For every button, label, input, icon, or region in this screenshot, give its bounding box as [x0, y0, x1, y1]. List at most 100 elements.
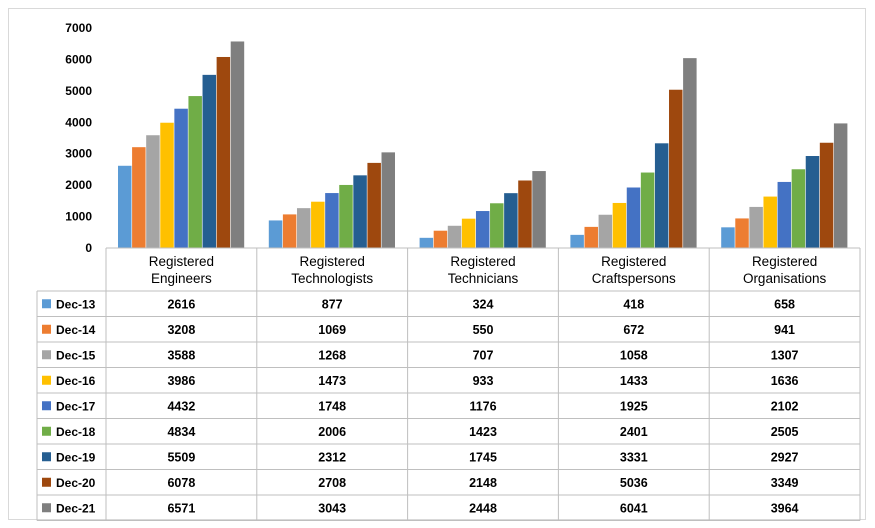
table-cell-value: 1069	[318, 323, 346, 337]
table-cell-value: 3043	[318, 501, 346, 515]
category-label: Registered	[601, 254, 666, 269]
table-cell-value: 658	[774, 297, 795, 311]
bar-dec-17	[174, 108, 188, 249]
bar-dec-16	[612, 202, 627, 248]
table-cell-value: 1925	[620, 399, 648, 413]
bar-dec-20	[669, 89, 683, 248]
series-label: Dec-15	[56, 348, 96, 362]
bar-dec-19	[654, 143, 669, 248]
legend-key-dec-14	[42, 324, 51, 334]
bar-dec-16	[461, 218, 476, 248]
table-cell-value: 5509	[167, 450, 195, 464]
table-cell-value: 1176	[469, 399, 496, 413]
table-cell-value: 2616	[167, 297, 195, 311]
category-label: Organisations	[743, 271, 827, 286]
table-cell-value: 3331	[620, 450, 648, 464]
bar-dec-18	[791, 169, 806, 248]
series-label: Dec-18	[56, 425, 96, 439]
table-cell-value: 2006	[318, 425, 346, 439]
table-cell-value: 1636	[771, 374, 799, 388]
category-label: Registered	[752, 254, 817, 269]
legend-key-dec-21	[42, 503, 51, 513]
bar-dec-20	[819, 142, 834, 248]
table-cell-value: 2401	[620, 425, 648, 439]
category-label: Engineers	[151, 271, 212, 286]
chart-frame	[8, 8, 866, 520]
bar-dec-20	[518, 180, 532, 248]
y-tick-label: 1000	[65, 210, 92, 224]
table-cell-value: 2927	[771, 450, 799, 464]
bar-dec-13	[268, 220, 283, 248]
table-cell-value: 1058	[620, 348, 648, 362]
bar-dec-21	[683, 58, 697, 248]
bar-dec-13	[570, 234, 584, 248]
table-cell-value: 1473	[318, 374, 346, 388]
bar-dec-16	[763, 196, 777, 248]
table-cell-value: 2708	[318, 476, 346, 490]
table-cell-value: 941	[774, 323, 795, 337]
table-cell-value: 2312	[318, 450, 346, 464]
table-cell-value: 1268	[318, 348, 346, 362]
bar-dec-18	[640, 172, 655, 248]
category-label: Registered	[149, 254, 214, 269]
table-cell-value: 877	[322, 297, 343, 311]
legend-key-dec-20	[42, 477, 51, 487]
bar-dec-15	[598, 214, 613, 248]
bar-dec-13	[721, 227, 735, 248]
table-cell-value: 324	[473, 297, 494, 311]
table-cell-value: 6078	[167, 476, 195, 490]
bar-dec-15	[447, 225, 462, 248]
table-cell-value: 1745	[469, 450, 497, 464]
bar-dec-13	[118, 165, 132, 248]
bar-dec-15	[749, 206, 763, 248]
category-label: Craftspersons	[592, 271, 676, 286]
bar-dec-17	[475, 211, 490, 248]
table-cell-value: 3208	[167, 323, 195, 337]
bar-dec-14	[282, 214, 297, 248]
table-cell-value: 4432	[167, 399, 195, 413]
legend-key-dec-13	[42, 299, 51, 309]
y-tick-label: 0	[85, 241, 92, 255]
legend-key-dec-17	[42, 401, 51, 411]
bar-dec-13	[419, 237, 434, 248]
table-cell-value: 2102	[771, 399, 799, 413]
category-label: Registered	[450, 254, 515, 269]
bar-dec-18	[339, 184, 353, 248]
bar-dec-21	[230, 41, 245, 249]
bar-dec-17	[626, 187, 641, 248]
bar-dec-20	[216, 56, 231, 249]
bar-dec-14	[433, 230, 448, 248]
bar-dec-17	[777, 181, 792, 248]
table-cell-value: 1748	[318, 399, 346, 413]
bar-dec-15	[146, 135, 160, 248]
series-label: Dec-21	[56, 501, 96, 515]
table-cell-value: 672	[623, 323, 644, 337]
legend-key-dec-15	[42, 350, 51, 360]
table-cell-value: 418	[623, 297, 644, 311]
table-cell-value: 3964	[771, 501, 799, 515]
y-tick-label: 6000	[65, 52, 92, 66]
bar-dec-14	[584, 226, 598, 248]
bar-dec-19	[504, 193, 518, 248]
bar-dec-18	[490, 203, 504, 248]
y-tick-label: 5000	[65, 84, 92, 98]
table-cell-value: 2448	[469, 501, 497, 515]
legend-key-dec-16	[42, 375, 51, 385]
bar-dec-16	[311, 201, 325, 248]
table-cell-value: 3588	[167, 348, 195, 362]
bar-dec-16	[160, 122, 174, 248]
category-label: Technologists	[291, 271, 373, 286]
table-cell-value: 1423	[469, 425, 497, 439]
legend-key-dec-19	[42, 452, 51, 462]
bar-dec-14	[735, 218, 749, 248]
category-label: Technicians	[448, 271, 519, 286]
bar-dec-18	[188, 96, 202, 248]
table-cell-value: 3986	[167, 374, 195, 388]
y-tick-label: 3000	[65, 147, 92, 161]
bar-dec-20	[367, 162, 381, 248]
series-label: Dec-20	[56, 476, 96, 490]
table-cell-value: 6571	[167, 501, 195, 515]
series-label: Dec-16	[56, 374, 96, 388]
legend-key-dec-18	[42, 426, 51, 436]
